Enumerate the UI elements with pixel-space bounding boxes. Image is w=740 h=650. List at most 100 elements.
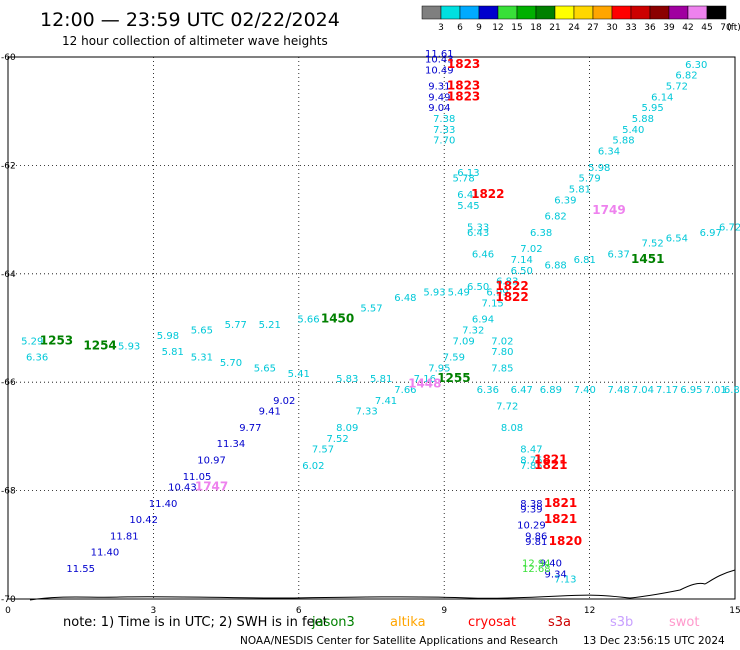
wave-height-point: 7.59 xyxy=(443,353,465,364)
wave-height-point: 9.49 xyxy=(428,92,450,103)
wave-height-point: 10.29 xyxy=(517,521,546,532)
wave-height-point: 9.77 xyxy=(239,423,261,434)
wave-height-point: 10.97 xyxy=(197,456,226,467)
wave-height-point: 5.81 xyxy=(162,347,184,358)
chart-title: 12:00 — 23:59 UTC 02/22/2024 xyxy=(40,9,340,31)
colorbar-swatch xyxy=(649,5,670,20)
wave-height-point: 6.97 xyxy=(700,228,722,239)
y-tick-label: -64 xyxy=(1,270,16,280)
pass-time-annotation: 1448 xyxy=(408,377,441,391)
wave-height-point: 9.41 xyxy=(259,407,281,418)
wave-height-point: 5.33 xyxy=(467,222,489,233)
wave-height-point: 5.31 xyxy=(191,353,213,364)
wave-height-point: 7.48 xyxy=(608,385,630,396)
wave-height-point: 7.38 xyxy=(433,114,455,125)
wave-height-point: 7.17 xyxy=(656,385,678,396)
wave-height-point: 5.70 xyxy=(220,358,242,369)
pass-time-annotation: 1822 xyxy=(495,279,528,293)
wave-height-point: 6.48 xyxy=(394,293,416,304)
wave-height-point: 6.89 xyxy=(540,385,562,396)
wave-height-point: 9.34 xyxy=(545,569,567,580)
wave-height-point: 6.30 xyxy=(685,60,707,71)
wave-height-point: 5.65 xyxy=(254,363,276,374)
wave-height-point: 7.04 xyxy=(632,385,654,396)
wave-height-point: 6.99 xyxy=(486,287,508,298)
wave-height-point: 5.93 xyxy=(118,342,140,353)
wave-height-point: 11.81 xyxy=(110,531,139,542)
wave-height-point: 9.86 xyxy=(525,531,547,542)
wave-height-point: 5.77 xyxy=(225,320,247,331)
x-tick-label: 6 xyxy=(296,606,302,616)
wave-height-point: 5.81 xyxy=(569,185,591,196)
colorbar-swatch xyxy=(459,5,480,20)
wave-height-point: 7.13 xyxy=(554,575,576,586)
wave-height-point: 6.72 xyxy=(719,222,740,233)
wave-height-point: 5.88 xyxy=(632,114,654,125)
pass-time-annotation: 1821 xyxy=(544,496,577,510)
colorbar-swatch xyxy=(535,5,556,20)
y-tick-label: -66 xyxy=(1,378,16,388)
wave-height-point: 5.65 xyxy=(191,325,213,336)
wave-height-point: 11.05 xyxy=(183,472,212,483)
wave-height-point: 6.50 xyxy=(467,282,489,293)
colorbar-tick-label: 70 xyxy=(720,23,732,33)
footer-timestamp: 13 Dec 23:56:15 UTC 2024 xyxy=(583,635,725,647)
wave-height-point: 7.80 xyxy=(491,347,513,358)
colorbar-tick-label: 3 xyxy=(438,23,444,33)
colorbar-swatch xyxy=(706,5,727,20)
axis-ticks: 0 3 6 9 12 15 -60 -62 -64 -66 -68 -70 xyxy=(1,53,740,616)
x-tick-label: 9 xyxy=(441,606,447,616)
wave-height-point: 6.94 xyxy=(472,315,494,326)
colorbar-swatch xyxy=(687,5,708,20)
wave-height-point: 6.13 xyxy=(457,168,479,179)
wave-height-point: 9.40 xyxy=(540,558,562,569)
colorbar-tick-label: 15 xyxy=(511,23,522,33)
wave-height-point: 7.14 xyxy=(511,255,533,266)
wave-height-point: 6.54 xyxy=(666,233,688,244)
colorbar-swatch xyxy=(554,5,575,20)
satellite-legend-item: cryosat xyxy=(468,615,516,630)
wave-height-point: 8.47 xyxy=(520,445,542,456)
wave-height-point: 5.57 xyxy=(360,304,382,315)
wave-height-point: 5.41 xyxy=(288,369,310,380)
wave-height-point: 6.14 xyxy=(651,92,673,103)
colorbar-swatch xyxy=(611,5,632,20)
wave-height-point: 11.40 xyxy=(91,548,120,559)
colorbar-tick-label: 24 xyxy=(568,23,580,33)
colorbar-tick-label: 33 xyxy=(625,23,636,33)
chart-subtitle: 12 hour collection of altimeter wave hei… xyxy=(62,34,328,48)
pass-time-annotation: 1821 xyxy=(544,512,577,526)
satellite-legend-item: swot xyxy=(669,615,699,630)
colorbar-tick-label: 39 xyxy=(663,23,675,33)
x-tick-label: 15 xyxy=(729,606,740,616)
pass-time-annotation: 1451 xyxy=(631,252,664,266)
x-tick-label: 3 xyxy=(151,606,157,616)
wave-height-point: 12.94 xyxy=(522,558,551,569)
wave-height-point: 7.33 xyxy=(356,407,378,418)
wave-height-point: 9.31 xyxy=(428,82,450,93)
pass-time-annotation: 1747 xyxy=(195,480,228,494)
wave-height-point: 10.43 xyxy=(168,483,197,494)
plot-frame xyxy=(7,56,736,600)
wave-height-point: 5.81 xyxy=(370,374,392,385)
y-tick-label: -60 xyxy=(1,53,16,63)
wave-height-point: 7.15 xyxy=(482,298,504,309)
colorbar-swatch xyxy=(478,5,499,20)
wave-height-point: 6.02 xyxy=(302,461,324,472)
wave-height-point: 5.66 xyxy=(297,315,319,326)
wave-height-point: 7.85 xyxy=(520,461,542,472)
footer-credit: NOAA/NESDIS Center for Satellite Applica… xyxy=(240,635,558,647)
pass-time-annotation: 1823 xyxy=(447,79,480,93)
colorbar-swatch xyxy=(440,5,461,20)
wave-height-point: 9.02 xyxy=(273,396,295,407)
wave-height-point: 6.82 xyxy=(724,385,740,396)
satellite-legend: jason3 altika cryosat s3a s3b swot xyxy=(311,615,699,630)
wave-height-point: 8.09 xyxy=(336,423,358,434)
wave-height-point: 7.52 xyxy=(641,239,663,250)
wave-height-point: 6.34 xyxy=(598,147,620,158)
wave-height-point: 7.02 xyxy=(520,244,542,255)
wave-height-point: 6.88 xyxy=(545,260,567,271)
wave-height-point: 9.81 xyxy=(525,537,547,548)
wave-height-point: 6.36 xyxy=(26,353,48,364)
wave-height-point: 5.29 xyxy=(21,336,43,347)
